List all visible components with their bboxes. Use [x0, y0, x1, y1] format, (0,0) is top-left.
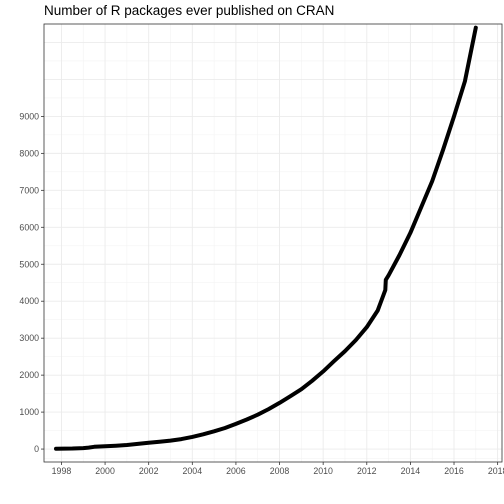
x-tick-label: 2014 [401, 466, 421, 476]
y-tick-label: 5000 [19, 259, 39, 269]
series-layer [54, 25, 478, 451]
series-line [54, 25, 478, 451]
panel-border [43, 23, 503, 463]
x-tick-label: 2002 [139, 466, 159, 476]
chart-title: Number of R packages ever published on C… [44, 3, 334, 18]
x-tick-label: 2008 [270, 466, 290, 476]
x-tick-label: 2018 [488, 466, 504, 476]
y-tick-label: 1000 [19, 407, 39, 417]
x-tick-label: 2010 [313, 466, 333, 476]
y-tick-label: 9000 [19, 111, 39, 121]
y-tick-label: 7000 [19, 185, 39, 195]
y-tick-label: 2000 [19, 370, 39, 380]
y-tick-label: 0 [34, 444, 39, 454]
x-tick-label: 2016 [444, 466, 464, 476]
axes: 1998 2000 2002 2004 2006 2008 2010 2012 2014 2016… [19, 111, 504, 476]
x-tick-label: 2004 [183, 466, 203, 476]
x-tick-label: 1998 [52, 466, 72, 476]
x-tick-label: 2006 [226, 466, 246, 476]
gridlines [44, 24, 502, 462]
x-tick-label: 2000 [95, 466, 115, 476]
y-tick-label: 8000 [19, 148, 39, 158]
x-tick-label: 2012 [357, 466, 377, 476]
y-tick-label: 4000 [19, 296, 39, 306]
y-tick-label: 3000 [19, 333, 39, 343]
y-tick-label: 6000 [19, 222, 39, 232]
